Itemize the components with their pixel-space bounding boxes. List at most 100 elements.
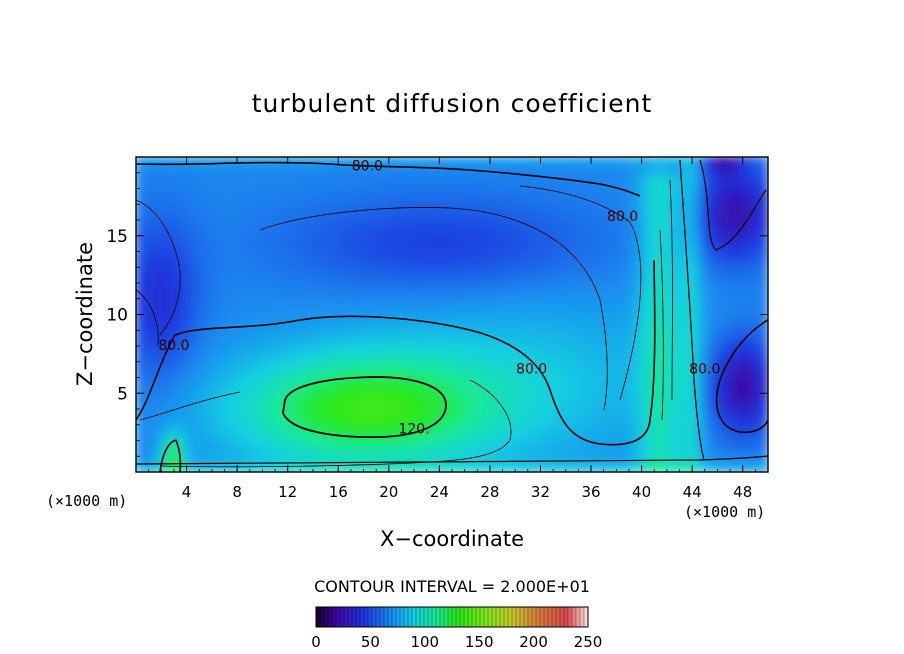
heatmap-cell	[174, 341, 185, 353]
heatmap-cell	[435, 359, 446, 372]
heatmap-cell	[245, 341, 256, 353]
heatmap-cell	[372, 443, 382, 455]
heatmap-cell	[648, 202, 659, 214]
heatmap-cell	[514, 443, 525, 455]
heatmap-cell	[537, 387, 548, 399]
heatmap-cell	[142, 452, 153, 464]
heatmap-cell	[229, 443, 240, 455]
heatmap-cell	[743, 378, 754, 390]
heatmap-cell	[253, 267, 264, 279]
heatmap-cell	[206, 220, 216, 233]
heatmap-cell	[277, 406, 288, 418]
heatmap-cell	[150, 359, 161, 372]
heatmap-cell	[466, 202, 477, 214]
heatmap-cell	[751, 257, 762, 270]
heatmap-cell	[680, 239, 690, 251]
heatmap-cell	[308, 248, 319, 260]
heatmap-cell	[332, 313, 343, 325]
heatmap-cell	[316, 174, 327, 186]
heatmap-cell	[601, 424, 611, 436]
heatmap-cell	[411, 406, 422, 418]
heatmap-cell	[735, 406, 746, 418]
heatmap-cell	[498, 230, 509, 242]
heatmap-cell	[340, 211, 351, 223]
heatmap-cell	[245, 239, 256, 251]
heatmap-cell	[214, 193, 224, 205]
heatmap-cell	[332, 341, 343, 353]
heatmap-cell	[387, 248, 398, 260]
heatmap-cell	[624, 350, 635, 362]
heatmap-cell	[530, 257, 540, 270]
heatmap-cell	[158, 313, 169, 325]
heatmap-cell	[435, 406, 446, 418]
heatmap-cell	[553, 461, 564, 472]
heatmap-cell	[150, 183, 161, 196]
heatmap-cell	[593, 276, 604, 288]
heatmap-cell	[466, 220, 477, 233]
heatmap-cell	[648, 157, 659, 168]
heatmap-cell	[379, 193, 390, 205]
heatmap-cell	[569, 396, 580, 409]
heatmap-cell	[293, 322, 303, 335]
heatmap-cell	[229, 452, 240, 464]
heatmap-cell	[545, 369, 556, 381]
heatmap-cell	[688, 461, 698, 472]
heatmap-cell	[601, 211, 611, 223]
heatmap-cell	[316, 433, 327, 446]
heatmap-cell	[601, 276, 611, 288]
heatmap-cell	[379, 378, 390, 390]
heatmap-cell	[395, 433, 406, 446]
heatmap-cell	[585, 267, 596, 279]
heatmap-cell	[553, 322, 564, 335]
heatmap-cell	[506, 211, 517, 223]
heatmap-cell	[261, 276, 272, 288]
heatmap-cell	[553, 369, 564, 381]
heatmap-cell	[293, 230, 303, 242]
heatmap-cell	[688, 257, 698, 270]
heatmap-cell	[553, 248, 564, 260]
heatmap-cell	[759, 359, 768, 372]
heatmap-cell	[553, 267, 564, 279]
heatmap-cell	[506, 415, 517, 427]
heatmap-cell	[403, 304, 414, 316]
heatmap-cell	[419, 230, 430, 242]
heatmap-cell	[443, 211, 453, 223]
heatmap-cell	[348, 193, 359, 205]
heatmap-cell	[237, 369, 248, 381]
heatmap-cell	[522, 276, 532, 288]
heatmap-cell	[190, 332, 201, 344]
heatmap-cell	[277, 341, 288, 353]
heatmap-cell	[332, 332, 343, 344]
heatmap-cell	[458, 359, 469, 372]
heatmap-cell	[530, 369, 540, 381]
heatmap-cell	[498, 350, 509, 362]
heatmap-cell	[530, 461, 540, 472]
heatmap-cell	[411, 165, 422, 177]
heatmap-cell	[356, 322, 367, 335]
heatmap-cell	[680, 285, 690, 297]
heatmap-cell	[553, 350, 564, 362]
heatmap-cell	[569, 239, 580, 251]
heatmap-cell	[142, 276, 153, 288]
heatmap-cell	[609, 183, 619, 196]
heatmap-cell	[727, 322, 738, 335]
heatmap-cell	[229, 424, 240, 436]
heatmap-cell	[695, 452, 706, 464]
heatmap-cell	[688, 369, 698, 381]
heatmap-cell	[664, 294, 675, 307]
heatmap-cell	[285, 285, 295, 297]
heatmap-cell	[300, 248, 311, 260]
heatmap-cell	[624, 211, 635, 223]
heatmap-cell	[695, 220, 706, 233]
heatmap-cell	[640, 369, 651, 381]
heatmap-cell	[364, 230, 374, 242]
heatmap-cell	[245, 359, 256, 372]
heatmap-cell	[672, 193, 683, 205]
heatmap-cell	[545, 257, 556, 270]
heatmap-cell	[182, 378, 193, 390]
heatmap-cell	[735, 461, 746, 472]
heatmap-cell	[245, 202, 256, 214]
heatmap-cell	[269, 378, 280, 390]
heatmap-cell	[411, 257, 422, 270]
heatmap-cell	[688, 239, 698, 251]
